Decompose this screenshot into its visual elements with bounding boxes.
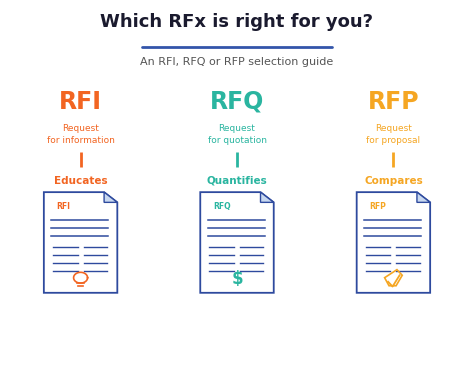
Polygon shape	[200, 192, 274, 293]
Polygon shape	[104, 192, 117, 202]
Text: RFQ: RFQ	[213, 202, 230, 211]
Polygon shape	[261, 192, 274, 202]
Text: RFP: RFP	[368, 90, 419, 114]
Polygon shape	[356, 192, 430, 293]
Text: Request
for proposal: Request for proposal	[366, 124, 420, 145]
Text: Request
for quotation: Request for quotation	[208, 124, 266, 145]
Text: RFI: RFI	[56, 202, 70, 211]
Text: Quantifies: Quantifies	[207, 176, 267, 186]
Polygon shape	[44, 192, 117, 293]
Text: RFP: RFP	[369, 202, 386, 211]
Text: $: $	[231, 270, 243, 288]
Polygon shape	[417, 192, 430, 202]
Text: Educates: Educates	[54, 176, 108, 186]
Text: RFI: RFI	[59, 90, 102, 114]
Text: An RFI, RFQ or RFP selection guide: An RFI, RFQ or RFP selection guide	[140, 57, 334, 67]
Text: Compares: Compares	[364, 176, 423, 186]
Text: Which RFx is right for you?: Which RFx is right for you?	[100, 13, 374, 31]
Text: Request
for information: Request for information	[46, 124, 115, 145]
Text: RFQ: RFQ	[210, 90, 264, 114]
